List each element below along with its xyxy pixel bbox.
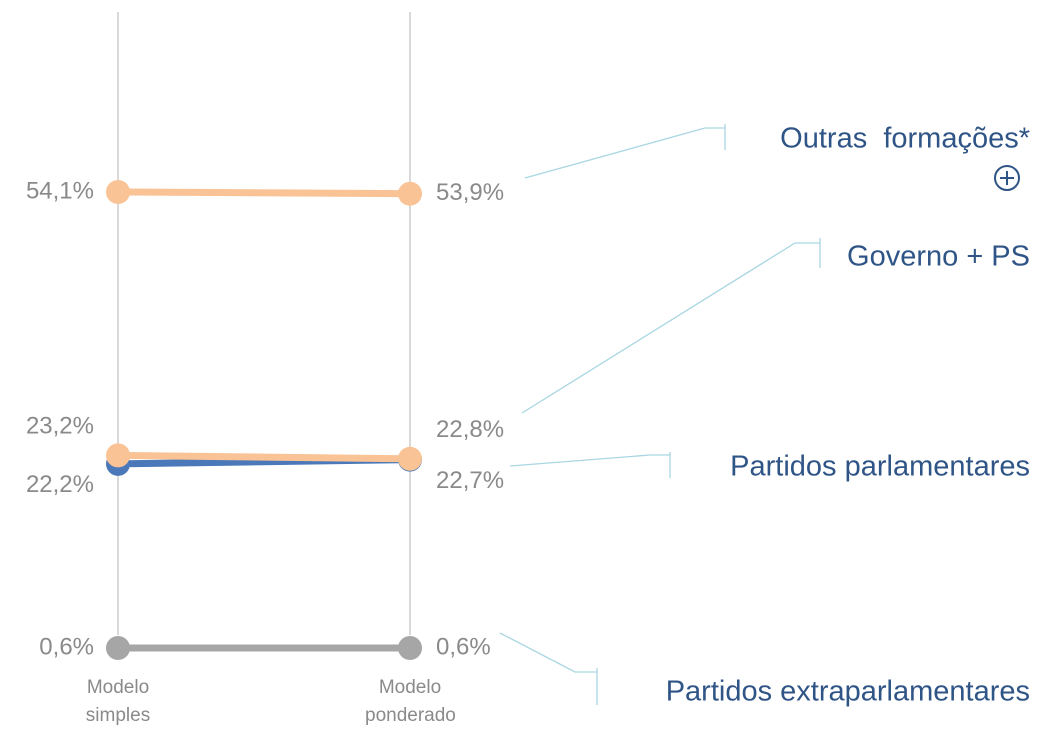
plus-icon	[994, 165, 1020, 191]
leader-line	[524, 127, 725, 179]
point	[398, 636, 422, 660]
legend-label: Partidos extraparlamentares	[666, 676, 1030, 708]
point	[106, 636, 130, 660]
series-line	[117, 188, 411, 198]
leader-line	[499, 632, 597, 673]
series-line	[117, 451, 411, 463]
point	[398, 446, 422, 471]
value-label: 0,6%	[39, 633, 94, 660]
value-label: 0,6%	[436, 633, 491, 660]
leader-line	[521, 242, 820, 414]
value-label: 22,2%	[26, 471, 94, 498]
point	[106, 443, 130, 468]
value-label: 22,7%	[436, 467, 504, 494]
legend-label: Outras formações*	[780, 123, 1030, 155]
x-category-label: Modelo simples	[85, 677, 151, 726]
legend-label: Governo + PS	[847, 241, 1030, 273]
point	[398, 181, 422, 206]
value-label: 22,8%	[436, 416, 504, 443]
value-label: 23,2%	[26, 413, 94, 440]
x-category-label: Modelo ponderado	[365, 677, 456, 726]
value-label: 53,9%	[436, 179, 504, 206]
value-label: 54,1%	[26, 177, 94, 204]
point	[106, 180, 130, 204]
leader-line	[509, 454, 670, 467]
legend-label: Partidos parlamentares	[730, 451, 1030, 483]
